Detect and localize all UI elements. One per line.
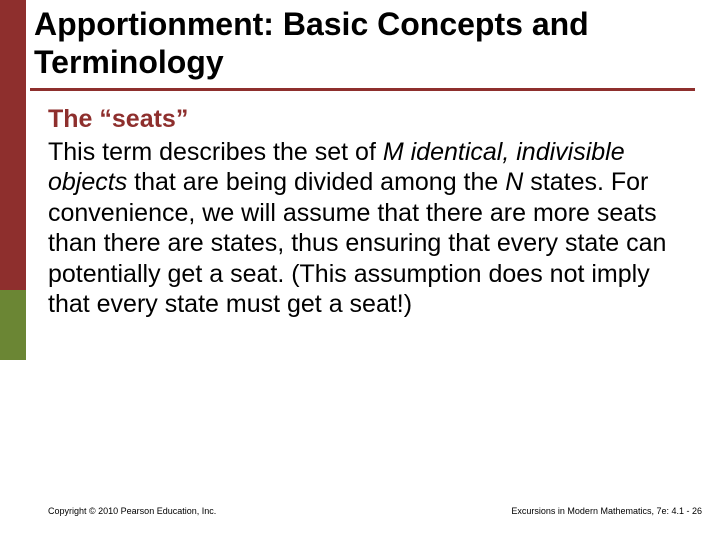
slide-title: Apportionment: Basic Concepts and Termin… [34,6,694,82]
subheading: The “seats” [48,104,696,135]
footer-page-ref: Excursions in Modern Mathematics, 7e: 4.… [511,506,702,516]
sidebar-green [0,290,26,360]
para-text: that are being divided among the [127,168,505,196]
title-underline [30,88,695,91]
slide: Apportionment: Basic Concepts and Termin… [0,0,720,540]
footer-copyright: Copyright © 2010 Pearson Education, Inc. [48,506,216,516]
para-text: This term describes the set of [48,138,383,166]
paragraph: This term describes the set of M identic… [48,137,696,320]
para-italic: N [505,168,523,196]
sidebar-maroon [0,0,26,290]
body-text: The “seats” This term describes the set … [48,104,696,320]
